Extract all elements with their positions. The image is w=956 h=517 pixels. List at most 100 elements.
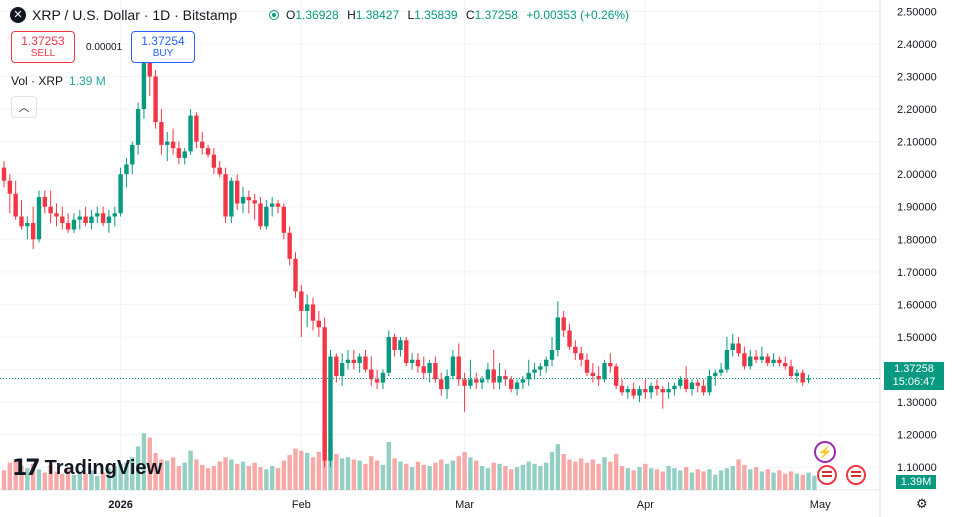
candle-body [415,359,421,367]
volume-bar [549,451,555,490]
candle-body [130,144,135,165]
x-tick-label: Mar [455,499,474,511]
candle-body [660,389,665,393]
volume-bar [503,466,508,490]
volume-bar [678,470,683,490]
candle-body [433,363,438,380]
chevron-up-icon[interactable]: ︿ [11,96,37,118]
candle-body [497,376,502,383]
candle-body [409,359,415,364]
x-tick-label: 2026 [108,499,132,511]
candle-body [54,213,59,217]
y-tick-label: 2.50000 [897,6,937,18]
volume-bar [660,471,665,490]
candle-body [30,223,36,240]
candle-body [672,385,677,390]
chart-header: ✕ XRP / U.S. Dollar · 1D · Bitstamp O1.3… [0,0,870,30]
volume-bar [637,467,642,490]
tradingview-logo[interactable]: 17 TradingView [12,456,162,482]
volume-bar [509,469,514,490]
candle-body [474,379,479,383]
y-tick-label: 2.20000 [897,104,937,116]
candle-body [450,356,456,377]
candle-body [526,372,531,380]
open-key: O [286,8,296,22]
candle-body [159,122,164,145]
ohlc-legend: O1.36928 H1.38427 L1.35839 C1.37258 +0.0… [286,8,634,22]
volume-bar [724,468,730,490]
sell-button[interactable]: 1.37253 SELL [11,31,75,63]
volume-bar [713,474,718,490]
symbol-title[interactable]: XRP / U.S. Dollar · 1D · Bitstamp [32,7,238,23]
volume-bar [217,461,222,490]
candle-body [369,369,374,380]
candle-body [380,372,386,383]
candle-body [77,216,82,220]
y-tick-label: 2.00000 [897,169,937,181]
candle-body [269,203,275,207]
candle-body [351,359,356,364]
last-price-tag: 1.37258 15:06:47 [884,362,944,390]
volume-bar [648,468,654,490]
candle-body [194,115,199,142]
volume-bar [200,464,205,490]
buy-price: 1.37254 [141,34,185,48]
volume-bar [567,459,572,490]
candle-body [65,223,71,230]
volume-bar [205,468,211,490]
y-tick-label: 1.50000 [897,332,937,344]
volume-bar [182,462,187,490]
lightning-icon[interactable]: ⚡ [814,441,836,463]
volume-bar [328,446,333,490]
candle-body [328,356,333,461]
us-flag-icon[interactable] [846,465,866,485]
volume-bar [269,466,275,490]
volume-bar [427,466,432,490]
volume-bar [707,469,712,490]
sell-label: SELL [30,48,56,59]
volume-bar [479,466,485,490]
candle-body [264,206,269,227]
candle-body [788,366,794,377]
y-tick-label: 1.60000 [897,299,937,311]
candle-body [439,379,444,390]
volume-bar [433,462,438,490]
volume-bar [135,446,141,490]
y-tick-label: 1.30000 [897,397,937,409]
volume-bar [666,466,671,490]
candle-body [654,385,660,390]
candle-body [304,304,310,311]
volume-legend[interactable]: Vol · XRP 1.39 M [11,74,106,88]
candle-body [590,372,596,377]
x-tick-label: May [810,499,831,511]
volume-bar [48,464,53,490]
volume-bar [514,467,520,490]
volume-bar [456,456,461,490]
candle-body [613,366,619,386]
x-tick-label: Feb [292,499,311,511]
candle-body [135,109,141,145]
volume-bar [561,454,566,490]
volume-bar [812,475,817,490]
candle-body [1,167,7,181]
x-xrp-icon[interactable]: ✕ [10,7,26,23]
us-flag-icon[interactable] [817,465,837,485]
volume-bar [363,463,368,490]
market-status-icon[interactable] [269,10,279,20]
candle-body [468,379,473,386]
candle-body [287,232,292,259]
candle-body [543,359,549,367]
candle-body [561,317,566,331]
candle-body [252,200,257,204]
buy-button[interactable]: 1.37254 BUY [131,31,195,63]
candle-body [479,379,485,383]
volume-bar [159,459,164,490]
settings-gear-icon[interactable]: ⚙ [916,497,928,512]
candle-body [293,258,298,292]
candle-body [95,213,100,217]
volume-bar [532,463,537,490]
candle-body [596,376,601,380]
candle-body [765,356,770,364]
volume-bar [439,459,444,490]
